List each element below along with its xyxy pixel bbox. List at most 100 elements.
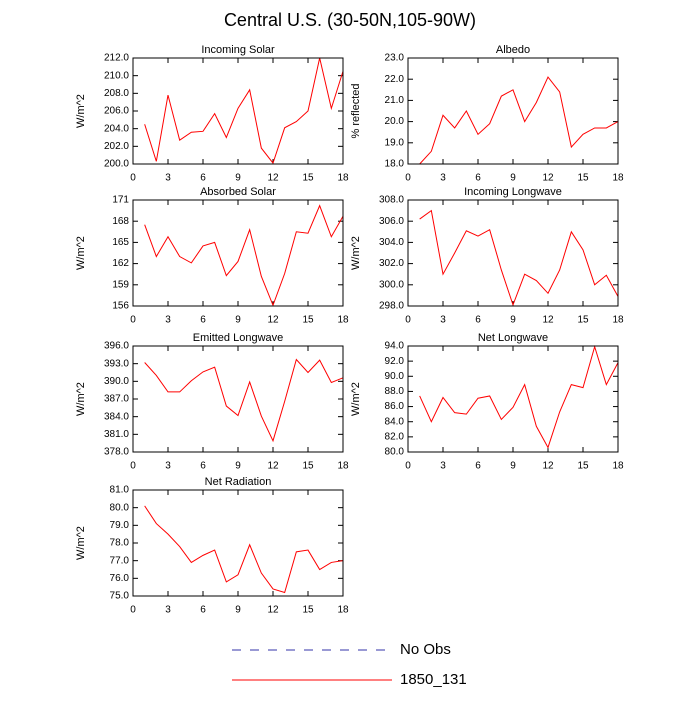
x-tick-label: 9 — [510, 315, 516, 326]
y-axis-label: W/m^2 — [75, 382, 87, 416]
y-tick-label: 156 — [112, 301, 129, 312]
data-line — [144, 57, 344, 165]
x-tick-label: 6 — [200, 605, 206, 616]
x-tick-label: 18 — [337, 605, 349, 616]
x-tick-label: 3 — [165, 315, 171, 326]
x-tick-label: 6 — [475, 173, 481, 184]
plot-frame — [407, 57, 619, 165]
x-tick-label: 12 — [267, 461, 279, 472]
plot-frame — [407, 345, 619, 453]
y-tick-label: 212.0 — [104, 53, 129, 64]
y-tick-label: 86.0 — [385, 401, 405, 412]
x-tick-label: 12 — [542, 461, 554, 472]
x-tick-label: 9 — [510, 173, 516, 184]
y-tick-label: 302.0 — [379, 258, 404, 269]
x-tick-label: 0 — [130, 173, 136, 184]
y-tick-label: 204.0 — [104, 123, 129, 134]
y-axis-label: W/m^2 — [350, 236, 362, 270]
y-tick-label: 79.0 — [110, 520, 130, 531]
y-tick-label: 76.0 — [110, 573, 130, 584]
x-tick-label: 9 — [235, 461, 241, 472]
x-tick-label: 3 — [440, 461, 446, 472]
x-tick-label: 15 — [302, 605, 314, 616]
x-tick-label: 18 — [337, 315, 349, 326]
x-tick-label: 0 — [130, 605, 136, 616]
x-tick-label: 3 — [440, 173, 446, 184]
panel-title: Absorbed Solar — [200, 186, 276, 198]
y-tick-label: 18.0 — [385, 159, 405, 170]
figure-title: Central U.S. (30-50N,105-90W) — [224, 10, 476, 30]
x-tick-label: 9 — [235, 315, 241, 326]
y-tick-label: 208.0 — [104, 88, 129, 99]
plot-frame — [132, 489, 344, 597]
x-tick-label: 0 — [405, 461, 411, 472]
data-line — [144, 358, 344, 443]
x-tick-label: 15 — [302, 173, 314, 184]
panel-title: Emitted Longwave — [193, 332, 284, 344]
y-tick-label: 75.0 — [110, 591, 130, 602]
y-tick-label: 23.0 — [385, 53, 405, 64]
y-axis-label: W/m^2 — [75, 526, 87, 560]
x-tick-label: 3 — [165, 605, 171, 616]
x-tick-label: 0 — [405, 315, 411, 326]
y-tick-label: 202.0 — [104, 141, 129, 152]
y-axis-label: W/m^2 — [75, 94, 87, 128]
x-tick-label: 6 — [475, 315, 481, 326]
y-tick-label: 82.0 — [385, 431, 405, 442]
y-tick-label: 80.0 — [110, 502, 130, 513]
y-axis-label: W/m^2 — [350, 382, 362, 416]
y-tick-label: 300.0 — [379, 279, 404, 290]
legend-label: 1850_131 — [400, 671, 467, 688]
y-tick-label: 94.0 — [385, 341, 405, 352]
y-tick-label: 308.0 — [379, 195, 404, 206]
x-tick-label: 12 — [267, 605, 279, 616]
y-tick-label: 90.0 — [385, 371, 405, 382]
x-tick-label: 6 — [475, 461, 481, 472]
x-tick-label: 9 — [510, 461, 516, 472]
y-tick-label: 390.0 — [104, 376, 129, 387]
y-tick-label: 304.0 — [379, 237, 404, 248]
data-line — [144, 505, 344, 594]
y-axis-label: % reflected — [350, 83, 362, 138]
x-tick-label: 3 — [165, 173, 171, 184]
x-tick-label: 0 — [130, 315, 136, 326]
plot-frame — [132, 345, 344, 453]
y-axis-label: W/m^2 — [75, 236, 87, 270]
x-tick-label: 18 — [337, 173, 349, 184]
x-tick-label: 3 — [440, 315, 446, 326]
plot-frame — [407, 199, 619, 307]
y-tick-label: 168 — [112, 216, 129, 227]
y-tick-label: 21.0 — [385, 95, 405, 106]
panel-title: Incoming Longwave — [464, 186, 562, 198]
panel-title: Albedo — [496, 44, 530, 56]
y-tick-label: 20.0 — [385, 116, 405, 127]
data-line — [419, 76, 619, 165]
x-tick-label: 15 — [577, 315, 589, 326]
x-tick-label: 15 — [577, 173, 589, 184]
x-tick-label: 12 — [267, 173, 279, 184]
x-tick-label: 0 — [405, 173, 411, 184]
y-tick-label: 88.0 — [385, 386, 405, 397]
x-tick-label: 18 — [612, 461, 624, 472]
y-tick-label: 162 — [112, 258, 129, 269]
x-tick-label: 12 — [267, 315, 279, 326]
y-tick-label: 200.0 — [104, 159, 129, 170]
x-tick-label: 18 — [612, 315, 624, 326]
panel-title: Net Radiation — [205, 476, 272, 488]
y-tick-label: 77.0 — [110, 555, 130, 566]
x-tick-label: 9 — [235, 173, 241, 184]
x-tick-label: 12 — [542, 315, 554, 326]
x-tick-label: 3 — [165, 461, 171, 472]
x-tick-label: 18 — [337, 461, 349, 472]
data-line — [419, 209, 619, 307]
y-tick-label: 80.0 — [385, 447, 405, 458]
y-tick-label: 306.0 — [379, 216, 404, 227]
y-tick-label: 22.0 — [385, 74, 405, 85]
x-tick-label: 6 — [200, 315, 206, 326]
legend-label: No Obs — [400, 641, 451, 658]
y-tick-label: 206.0 — [104, 106, 129, 117]
x-tick-label: 18 — [612, 173, 624, 184]
x-tick-label: 12 — [542, 173, 554, 184]
x-tick-label: 15 — [302, 461, 314, 472]
